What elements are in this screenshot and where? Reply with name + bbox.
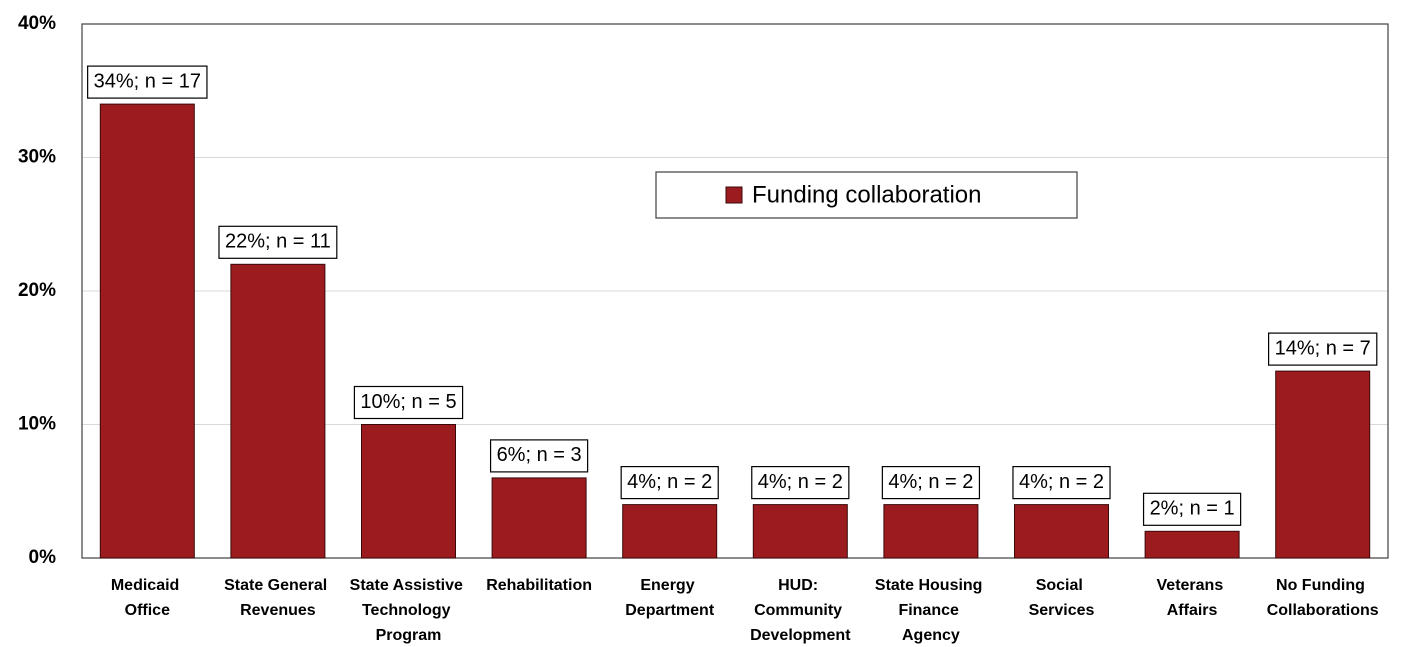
value-label-box [218, 225, 338, 259]
value-label-box [620, 466, 719, 500]
value-label-text: 4%; n = 2 [888, 471, 973, 493]
value-label-box [87, 65, 208, 99]
value-label: 4%; n = 2 [620, 466, 719, 500]
bar [230, 263, 326, 559]
value-label: 34%; n = 17 [87, 65, 208, 99]
x-tick-label: No Funding Collaborations [1267, 577, 1379, 619]
value-label-text: 4%; n = 2 [758, 471, 843, 493]
legend: Funding collaboration [655, 171, 1078, 219]
value-label-text: 2%; n = 1 [1150, 498, 1235, 520]
bar [622, 504, 718, 559]
legend-swatch [725, 186, 743, 204]
x-tick-label: Veterans Affairs [1157, 577, 1228, 619]
value-label-box [353, 385, 464, 420]
bar [491, 477, 587, 559]
y-tick-label: 20% [18, 280, 56, 301]
x-tick-label: State Housing Finance Agency [875, 577, 987, 644]
value-label: 4%; n = 2 [881, 466, 981, 500]
value-label-box [489, 439, 589, 473]
x-tick-label: Rehabilitation [486, 577, 592, 594]
value-label-text: 34%; n = 17 [94, 70, 201, 92]
bar [361, 424, 456, 559]
value-label-text: 4%; n = 2 [627, 471, 712, 493]
x-tick-label: State General Revenues [224, 577, 332, 619]
x-tick-label: Medicaid Office [111, 577, 184, 619]
bar [99, 103, 195, 559]
value-label-text: 4%; n = 2 [1019, 471, 1104, 493]
y-tick-label: 40% [18, 13, 56, 34]
bar [1275, 370, 1371, 559]
value-label-box [751, 466, 850, 500]
value-label-text: 14%; n = 7 [1275, 337, 1371, 359]
y-tick-label: 0% [29, 547, 57, 568]
x-tick-label: State Assistive Technology Program [350, 577, 468, 644]
bar [1144, 530, 1240, 559]
value-label: 14%; n = 7 [1268, 332, 1378, 366]
value-label-text: 10%; n = 5 [360, 391, 456, 413]
x-tick-label: Energy Department [625, 577, 715, 619]
x-tick-label: HUD: Community Development [750, 577, 851, 644]
value-label-text: 22%; n = 11 [225, 231, 331, 253]
bar [1014, 504, 1109, 559]
value-label: 4%; n = 2 [751, 466, 850, 500]
value-label-box [881, 466, 981, 500]
y-tick-label: 10% [18, 414, 56, 435]
value-label: 22%; n = 11 [218, 225, 338, 259]
value-label: 4%; n = 2 [1012, 466, 1111, 500]
bar [883, 504, 979, 559]
plot-border [81, 23, 1389, 559]
value-label: 6%; n = 3 [489, 439, 589, 473]
x-tick-label: Social Services [1029, 577, 1095, 619]
value-label-box [1268, 332, 1378, 366]
value-label: 2%; n = 1 [1142, 492, 1242, 526]
value-label: 10%; n = 5 [353, 385, 464, 420]
value-label-text: 6%; n = 3 [497, 444, 582, 466]
value-label-box [1012, 466, 1111, 500]
legend-label: Funding collaboration [752, 181, 982, 208]
value-label-box [1142, 492, 1242, 526]
bar [752, 504, 848, 559]
y-tick-label: 30% [18, 147, 56, 168]
